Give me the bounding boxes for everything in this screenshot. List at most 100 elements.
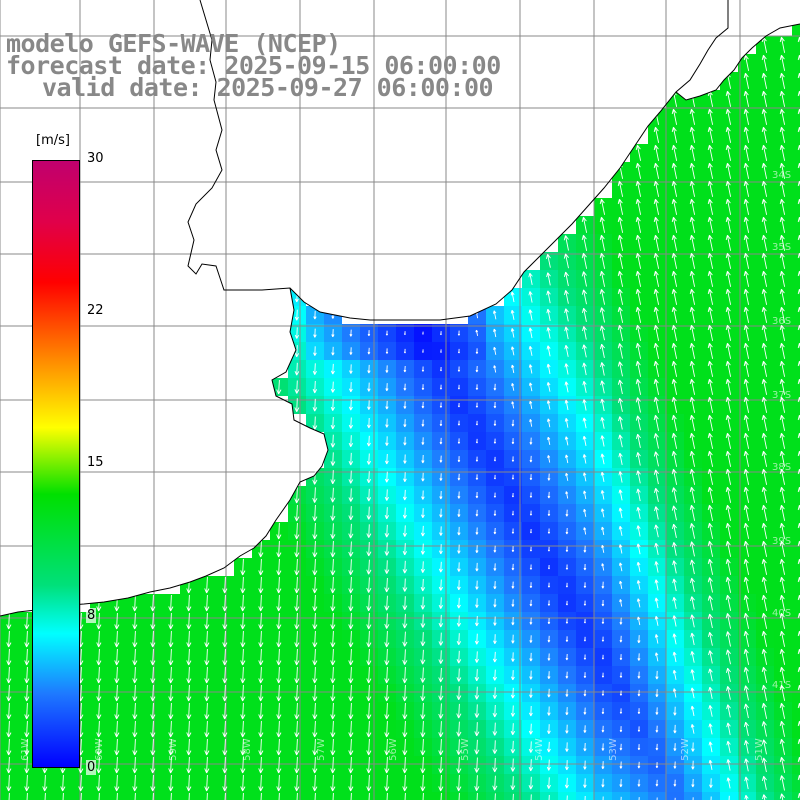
wind-arrow — [671, 270, 678, 287]
wind-arrow — [60, 774, 66, 792]
wind-arrow — [492, 757, 498, 773]
wind-arrow — [330, 720, 336, 738]
wind-arrow — [654, 634, 659, 644]
wind-arrow — [186, 666, 192, 684]
wind-arrow — [384, 560, 390, 574]
wind-arrow — [707, 632, 713, 646]
wind-arrow — [24, 612, 30, 630]
wind-arrow — [456, 739, 462, 755]
wind-arrow — [367, 330, 371, 337]
wind-arrow — [348, 684, 354, 702]
wind-arrow — [583, 582, 587, 588]
wind-arrow — [563, 235, 569, 251]
wind-arrows — [6, 0, 800, 800]
wind-arrow — [707, 486, 714, 503]
wind-arrow — [726, 759, 731, 771]
wind-arrow — [438, 774, 444, 792]
wind-arrow — [599, 270, 606, 287]
field-cell — [792, 792, 800, 800]
wind-arrow — [294, 327, 299, 339]
wind-arrow — [743, 504, 750, 521]
wind-arrow — [294, 362, 300, 376]
wind-arrow — [689, 126, 696, 143]
wind-arrow — [583, 600, 587, 606]
wind-arrow — [386, 792, 388, 800]
wind-arrow — [761, 252, 768, 269]
wind-arrow — [96, 720, 102, 738]
wind-arrow — [601, 544, 605, 553]
wind-arrow — [583, 672, 587, 679]
wind-arrow — [114, 774, 120, 792]
wind-arrow — [313, 310, 317, 320]
wind-arrow — [565, 618, 569, 624]
wind-arrow — [583, 563, 587, 571]
wind-arrow — [671, 198, 678, 215]
wind-arrow — [421, 437, 425, 445]
wind-arrow — [761, 576, 768, 593]
wind-arrow — [636, 488, 641, 502]
wind-arrow — [779, 144, 786, 161]
wind-arrow — [743, 90, 750, 107]
wind-arrow — [96, 648, 102, 666]
wind-arrow — [635, 216, 642, 233]
wind-arrow — [402, 631, 408, 647]
wind-arrow — [511, 634, 515, 644]
wind-arrow — [671, 505, 677, 521]
wind-arrow — [222, 594, 228, 612]
wind-arrow — [779, 504, 786, 521]
wind-arrow — [420, 774, 426, 792]
latitude-label: 41S — [772, 680, 792, 691]
wind-arrow — [689, 306, 696, 323]
wind-arrow — [368, 792, 370, 800]
wind-arrow — [689, 90, 696, 107]
wind-arrow — [186, 630, 192, 648]
wind-arrow — [726, 704, 731, 718]
wind-arrow — [744, 758, 749, 772]
wind-arrow — [439, 526, 443, 536]
wind-arrow — [493, 346, 497, 355]
wind-arrow — [204, 720, 210, 738]
wind-arrow — [529, 564, 533, 570]
wind-arrow — [689, 468, 696, 485]
wind-arrow — [384, 630, 390, 648]
wind-arrow — [420, 702, 426, 720]
wind-arrow — [637, 726, 641, 732]
field-cell — [792, 72, 800, 90]
wind-arrow — [258, 558, 264, 576]
wind-arrow — [761, 108, 768, 125]
wind-arrow — [330, 416, 336, 430]
wind-arrow — [420, 649, 426, 665]
wind-arrow — [493, 401, 497, 409]
wind-arrow — [258, 738, 264, 756]
wind-arrow — [690, 705, 695, 717]
wind-arrow — [384, 489, 389, 501]
wind-arrow — [672, 651, 677, 663]
wind-arrow — [438, 721, 444, 738]
wind-arrow — [493, 545, 497, 553]
wind-arrow — [475, 420, 478, 426]
wind-arrow — [114, 702, 120, 720]
wind-arrow — [294, 291, 299, 303]
wind-arrow — [743, 378, 750, 395]
wind-arrow — [743, 630, 750, 647]
wind-arrow — [671, 306, 678, 323]
wind-arrow — [349, 347, 353, 355]
wind-arrow — [636, 580, 641, 590]
wind-arrow — [168, 612, 174, 630]
wind-arrow — [475, 527, 479, 535]
wind-arrow — [582, 454, 587, 464]
wind-arrow — [707, 234, 714, 251]
field-cell — [792, 684, 800, 702]
wind-arrow — [761, 468, 768, 485]
wind-arrow — [671, 342, 678, 359]
wind-arrow — [565, 707, 569, 716]
wind-arrow — [493, 527, 497, 535]
wind-arrow — [583, 545, 587, 553]
wind-arrow — [617, 324, 624, 341]
wind-arrow — [6, 738, 12, 756]
wind-arrow — [761, 126, 768, 143]
wind-arrow — [599, 343, 605, 358]
wind-arrow — [726, 686, 731, 700]
wind-arrow — [618, 525, 623, 536]
wind-arrow — [654, 579, 659, 591]
